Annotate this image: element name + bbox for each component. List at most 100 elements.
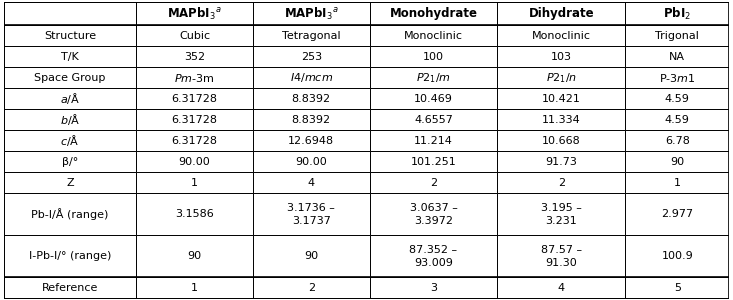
Text: 2: 2	[430, 178, 437, 188]
Bar	[4, 26, 136, 46]
Bar	[136, 110, 253, 130]
Bar	[369, 172, 498, 194]
Text: Monoclinic: Monoclinic	[404, 31, 463, 41]
Text: 6.31728: 6.31728	[172, 136, 218, 146]
Bar	[369, 26, 498, 46]
Bar	[625, 130, 729, 152]
Bar	[4, 236, 136, 278]
Text: MAPbI$_3$$^a$: MAPbI$_3$$^a$	[167, 5, 222, 22]
Text: T/K: T/K	[61, 52, 78, 62]
Text: 100.9: 100.9	[661, 251, 693, 262]
Bar	[625, 194, 729, 236]
Text: 90: 90	[304, 251, 318, 262]
Text: NA: NA	[669, 52, 685, 62]
Bar	[498, 46, 625, 68]
Bar	[498, 88, 625, 110]
Bar	[369, 88, 498, 110]
Text: 352: 352	[184, 52, 205, 62]
Text: $c$/Å: $c$/Å	[60, 134, 80, 148]
Text: Pb-I/Å (range): Pb-I/Å (range)	[32, 208, 108, 220]
Text: Monohydrate: Monohydrate	[389, 7, 477, 20]
Text: 1: 1	[191, 178, 198, 188]
Text: Cubic: Cubic	[179, 31, 210, 41]
Bar	[369, 194, 498, 236]
Bar	[4, 2, 136, 26]
Text: 87.352 –
93.009: 87.352 – 93.009	[410, 245, 457, 268]
Bar	[369, 46, 498, 68]
Text: 2: 2	[308, 283, 315, 293]
Text: 2: 2	[558, 178, 565, 188]
Bar	[625, 236, 729, 278]
Text: 253: 253	[301, 52, 322, 62]
Bar	[369, 110, 498, 130]
Bar	[136, 68, 253, 88]
Bar	[625, 2, 729, 26]
Bar	[625, 26, 729, 46]
Bar	[498, 172, 625, 194]
Bar	[625, 152, 729, 172]
Bar	[253, 88, 369, 110]
Text: 4: 4	[308, 178, 315, 188]
Bar	[4, 278, 136, 298]
Bar	[498, 26, 625, 46]
Text: 6.31728: 6.31728	[172, 115, 218, 125]
Bar	[136, 278, 253, 298]
Bar	[253, 194, 369, 236]
Bar	[369, 152, 498, 172]
Bar	[498, 110, 625, 130]
Text: 91.73: 91.73	[545, 157, 578, 167]
Bar	[625, 278, 729, 298]
Bar	[253, 236, 369, 278]
Bar	[136, 2, 253, 26]
Bar	[369, 236, 498, 278]
Bar	[253, 2, 369, 26]
Bar	[498, 68, 625, 88]
Text: 10.469: 10.469	[414, 94, 453, 104]
Text: 8.8392: 8.8392	[292, 115, 331, 125]
Text: 1: 1	[191, 283, 198, 293]
Text: P-3$m$1: P-3$m$1	[659, 72, 696, 84]
Bar	[498, 2, 625, 26]
Text: 1: 1	[674, 178, 681, 188]
Text: 4.6557: 4.6557	[414, 115, 453, 125]
Bar	[498, 236, 625, 278]
Text: 6.78: 6.78	[665, 136, 690, 146]
Text: $I$4/$mcm$: $I$4/$mcm$	[290, 71, 333, 84]
Text: Space Group: Space Group	[34, 73, 106, 83]
Text: 8.8392: 8.8392	[292, 94, 331, 104]
Bar	[253, 278, 369, 298]
Text: 87.57 –
91.30: 87.57 – 91.30	[541, 245, 582, 268]
Bar	[136, 130, 253, 152]
Bar	[4, 152, 136, 172]
Text: PbI$_2$: PbI$_2$	[663, 5, 691, 22]
Text: 11.214: 11.214	[414, 136, 453, 146]
Bar	[4, 88, 136, 110]
Text: Structure: Structure	[44, 31, 96, 41]
Bar	[369, 278, 498, 298]
Text: 4: 4	[558, 283, 565, 293]
Bar	[253, 110, 369, 130]
Text: 3.1736 –
3.1737: 3.1736 – 3.1737	[287, 203, 335, 226]
Text: Trigonal: Trigonal	[655, 31, 699, 41]
Bar	[253, 172, 369, 194]
Text: 3.1586: 3.1586	[175, 209, 214, 220]
Text: Monoclinic: Monoclinic	[532, 31, 591, 41]
Text: 3.0637 –
3.3972: 3.0637 – 3.3972	[410, 203, 457, 226]
Text: 11.334: 11.334	[542, 115, 581, 125]
Bar	[498, 130, 625, 152]
Bar	[625, 46, 729, 68]
Bar	[4, 130, 136, 152]
Text: 5: 5	[674, 283, 681, 293]
Bar	[136, 88, 253, 110]
Text: $a$/Å: $a$/Å	[60, 92, 80, 106]
Bar	[625, 68, 729, 88]
Text: 90: 90	[188, 251, 202, 262]
Text: 6.31728: 6.31728	[172, 94, 218, 104]
Text: Dihydrate: Dihydrate	[528, 7, 594, 20]
Text: 101.251: 101.251	[410, 157, 457, 167]
Bar	[136, 46, 253, 68]
Text: $P2_1/n$: $P2_1/n$	[546, 71, 577, 85]
Bar	[253, 26, 369, 46]
Text: $Pm$-3m: $Pm$-3m	[174, 72, 215, 84]
Bar	[4, 194, 136, 236]
